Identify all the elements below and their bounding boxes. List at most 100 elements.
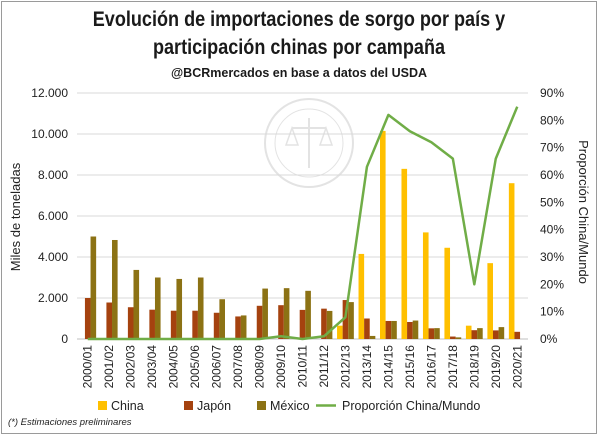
x-tick-label: 2005/06 (188, 345, 202, 389)
bar-china-2018-19 (465, 325, 472, 339)
bar-china-2015-16 (401, 168, 408, 339)
x-tick-label: 2002/03 (124, 345, 138, 389)
bar-japon-2009-10 (278, 305, 284, 339)
x-tick-label: 2016/17 (424, 345, 438, 389)
x-tick-label: 2015/16 (403, 345, 417, 389)
bar-mexico-2000-01 (90, 236, 97, 339)
x-tick-label: 2000/01 (81, 345, 95, 389)
y-tick-label: 2.000 (38, 291, 68, 305)
x-tick-label: 2003/04 (145, 345, 159, 389)
y-tick-label: 8.000 (38, 168, 68, 182)
bar-mexico-2019-20 (498, 327, 505, 339)
bar-japon-2007-08 (235, 316, 241, 339)
y2-tick-label: 60% (540, 168, 564, 182)
y2-tick-label: 70% (540, 141, 564, 155)
bar-japon-2003-04 (149, 309, 155, 339)
y2-tick-label: 30% (540, 250, 564, 264)
x-tick-label: 2009/10 (274, 345, 288, 389)
bar-mexico-2001-02 (112, 239, 118, 339)
bar-japon-2014-15 (385, 320, 392, 339)
x-tick-label: 2001/02 (102, 345, 116, 389)
bar-mexico-2016-17 (434, 328, 440, 339)
y-axis-label: Miles de toneladas (8, 162, 23, 271)
bar-japon-2017-18 (450, 336, 456, 339)
bar-japon-2010-11 (299, 309, 306, 339)
y2-tick-label: 0% (540, 332, 558, 346)
bar-mexico-2015-16 (412, 320, 419, 339)
bar-china-2012-13 (337, 325, 343, 339)
bar-china-2020-21 (508, 183, 515, 339)
bar-mexico-2009-10 (283, 288, 290, 339)
x-tick-label: 2008/09 (253, 345, 267, 389)
bar-japon-2001-02 (106, 302, 113, 339)
x-tick-label: 2019/20 (489, 345, 503, 389)
legend-swatch-mexico (257, 401, 266, 410)
x-tick-label: 2010/11 (296, 345, 310, 388)
chart-title-line-2: participación chinas por campaña (152, 36, 446, 59)
x-tick-label: 2007/08 (231, 345, 245, 389)
y2-tick-label: 40% (540, 223, 564, 237)
bar-mexico-2012-13 (348, 302, 354, 339)
line-proporcion-china-mundo (87, 106, 519, 341)
bar-mexico-2008-09 (262, 288, 268, 339)
bar-japon-2008-09 (256, 305, 263, 339)
footnote: (*) Estimaciones preliminares (8, 417, 132, 428)
bar-japon-2000-01 (84, 298, 91, 339)
bar-japon-2020-21 (514, 331, 521, 339)
chart-subtitle: @BCRmercados en base a datos del USDA (170, 66, 427, 80)
bar-mexico-2002-03 (133, 269, 140, 339)
chart-title-line-1: Evolución de importaciones de sorgo por … (92, 8, 506, 31)
bar-japon-2011-12 (321, 308, 327, 339)
bar-mexico-2013-14 (369, 335, 376, 339)
y2-tick-label: 20% (540, 277, 564, 291)
bar-japon-2019-20 (492, 330, 499, 339)
bar-japon-2004-05 (170, 310, 177, 339)
bar-japon-2012-13 (342, 300, 349, 339)
bar-japon-2006-07 (213, 312, 220, 339)
legend-label-proporcion-china-mundo: Proporción China/Mundo (342, 399, 480, 413)
x-tick-label: 2012/13 (338, 345, 352, 389)
legend-label-mexico: México (270, 399, 310, 413)
bar-japon-2016-17 (428, 328, 435, 339)
bar-mexico-2018-19 (477, 328, 483, 339)
y-tick-label: 10.000 (31, 127, 68, 141)
x-tick-label: 2004/05 (167, 345, 181, 389)
y2-tick-label: 90% (540, 86, 564, 100)
bar-mexico-2006-07 (219, 299, 225, 339)
bar-japon-2005-06 (192, 310, 198, 339)
legend-label-china: China (111, 399, 144, 413)
bar-mexico-2003-04 (154, 277, 161, 339)
bar-japon-2002-03 (127, 307, 134, 339)
y-tick-label: 4.000 (38, 250, 68, 264)
bar-japon-2013-14 (364, 318, 370, 339)
y-tick-label: 12.000 (31, 86, 68, 100)
y2-tick-label: 10% (540, 305, 564, 319)
legend: China Japón México Proporción China/Mundo (98, 399, 480, 413)
x-tick-label: 2013/14 (360, 345, 374, 389)
x-tick-label: 2020/21 (510, 345, 524, 389)
bar-china-2017-18 (444, 247, 451, 339)
legend-label-japon: Japón (197, 399, 231, 413)
bar-china-2019-20 (487, 263, 493, 339)
y-tick-label: 0 (61, 332, 68, 346)
legend-swatch-japon (184, 401, 193, 410)
bar-china-2016-17 (422, 232, 429, 339)
bar-mexico-2004-05 (176, 278, 183, 339)
x-tick-label: 2017/18 (446, 345, 460, 389)
bar-mexico-2007-08 (240, 315, 247, 339)
watermark-seal (264, 98, 354, 188)
x-tick-label: 2018/19 (467, 345, 481, 389)
y2-tick-label: 50% (540, 195, 564, 209)
bar-mexico-2017-18 (455, 337, 462, 339)
y-tick-label: 6.000 (38, 209, 68, 223)
bar-mexico-2011-12 (326, 310, 333, 339)
y2-axis-label: Proporción China/Mundo (576, 140, 591, 284)
x-tick-label: 2011/12 (317, 345, 331, 388)
bar-mexico-2010-11 (305, 290, 311, 339)
bar-japon-2015-16 (407, 321, 413, 339)
x-tick-label: 2014/15 (381, 345, 395, 389)
legend-swatch-china (98, 401, 107, 410)
bar-japon-2018-19 (471, 330, 478, 339)
y2-tick-label: 80% (540, 113, 564, 127)
